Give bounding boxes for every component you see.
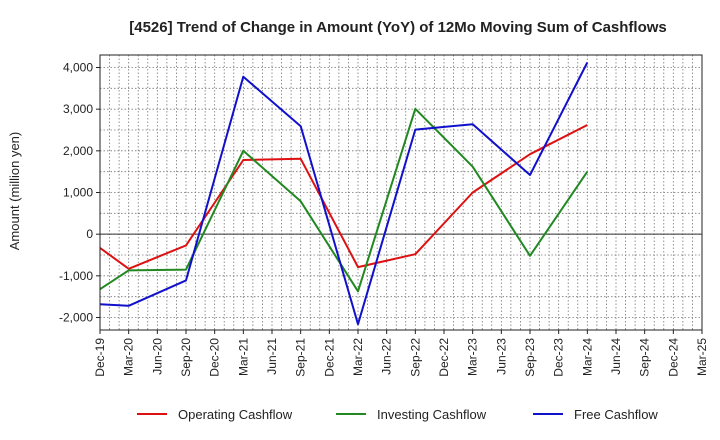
legend: Operating Cashflow Investing Cashflow Free… <box>137 407 658 422</box>
grid <box>99 55 702 330</box>
x-tick-label: Mar-25 <box>695 338 709 376</box>
x-tick-label: Jun-21 <box>265 338 279 375</box>
x-tick-label: Sep-20 <box>179 338 193 377</box>
x-tick-label: Jun-24 <box>609 338 623 375</box>
x-tick-label: Dec-19 <box>93 338 107 377</box>
x-tick-label: Sep-21 <box>294 338 308 377</box>
x-tick-label: Sep-22 <box>408 338 422 377</box>
x-tick-label: Mar-20 <box>122 338 136 376</box>
legend-label: Free Cashflow <box>574 407 658 422</box>
y-tick-label: 4,000 <box>63 61 93 75</box>
y-tick-label: 2,000 <box>63 144 93 158</box>
x-tick-label: Dec-23 <box>552 338 566 377</box>
x-tick-label: Dec-22 <box>437 338 451 377</box>
x-tick-label: Jun-22 <box>380 338 394 375</box>
series-line <box>99 124 588 270</box>
y-axis-label: Amount (million yen) <box>7 132 22 251</box>
y-ticks: 4,000 3,000 2,000 1,000 0 -1,000 -2,000 <box>59 61 100 325</box>
legend-label: Investing Cashflow <box>377 407 487 422</box>
x-tick-label: Mar-22 <box>351 338 365 376</box>
x-tick-label: Dec-20 <box>208 338 222 377</box>
x-tick-label: Jun-23 <box>494 338 508 375</box>
x-tick-label: Sep-23 <box>523 338 537 377</box>
y-tick-label: 1,000 <box>63 186 93 200</box>
y-tick-label: -1,000 <box>59 269 93 283</box>
y-tick-label: -2,000 <box>59 311 93 325</box>
series-line <box>99 62 589 326</box>
x-tick-label: Mar-21 <box>236 338 250 376</box>
series-line <box>99 107 589 293</box>
x-tick-label: Dec-24 <box>666 338 680 377</box>
x-tick-label: Sep-24 <box>638 338 652 377</box>
x-tick-label: Jun-20 <box>150 338 164 375</box>
series-lines <box>99 62 589 326</box>
legend-label: Operating Cashflow <box>178 407 293 422</box>
y-tick-label: 3,000 <box>63 102 93 116</box>
x-ticks: Dec-19 Mar-20 Jun-20 Sep-20 Dec-20 Mar-21 Jun-… <box>93 330 709 377</box>
chart-title: [4526] Trend of Change in Amount (YoY) o… <box>129 19 667 36</box>
x-tick-label: Dec-21 <box>322 338 336 377</box>
x-tick-label: Mar-24 <box>580 338 594 376</box>
y-tick-label: 0 <box>86 227 93 241</box>
x-tick-label: Mar-23 <box>466 338 480 376</box>
